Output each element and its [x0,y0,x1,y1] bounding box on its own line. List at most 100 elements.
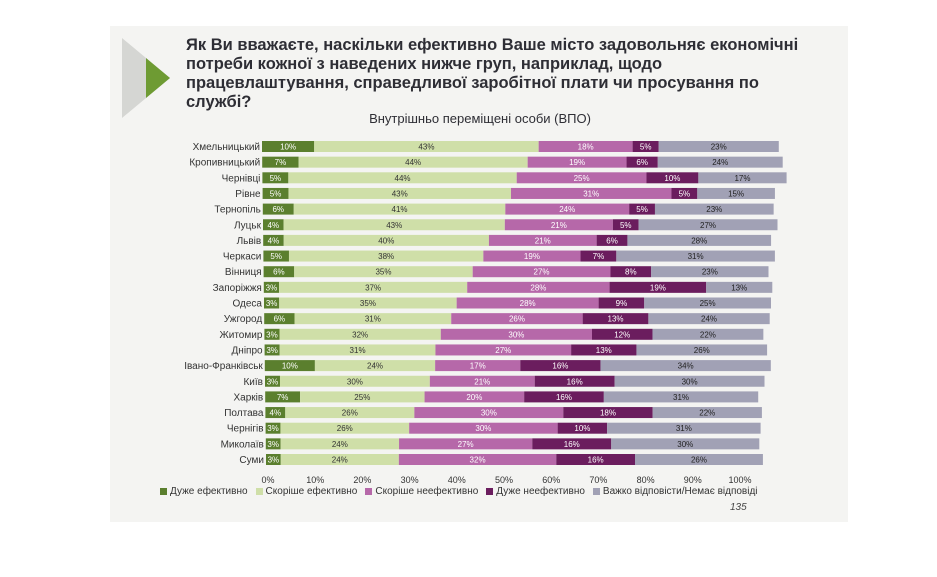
category-label: Луцьк [234,220,262,231]
bar-value-label: 24% [559,205,575,214]
bar-segment [264,297,280,309]
legend-item: Дуже ефективно [160,486,248,497]
bar-value-label: 5% [270,252,282,261]
category-label: Львів [237,236,262,247]
bar-segment [504,219,613,231]
bar-segment [263,266,295,278]
category-label: Миколаїв [221,439,264,450]
bar-value-label: 4% [268,221,280,230]
bar-value-label: 5% [620,221,632,230]
bar-segment [265,422,281,434]
bar-value-label: 24% [332,456,348,465]
bar-value-label: 35% [375,268,391,277]
bar-value-label: 8% [625,268,637,277]
bar-segment [414,407,564,419]
bar-segment [658,141,779,152]
legend-label: Дуже неефективно [496,486,585,497]
x-tick-label: 70% [589,475,607,485]
bar-value-label: 10% [280,143,296,152]
bar-value-label: 26% [342,409,358,418]
bar-value-label: 26% [691,456,707,465]
bar-value-label: 26% [509,315,525,324]
bar-value-label: 26% [694,346,710,355]
bar-segment [527,156,627,168]
bar-value-label: 34% [678,362,694,371]
bar-value-label: 43% [418,143,434,152]
bar-segment [280,438,400,450]
bar-segment [262,203,294,215]
bar-value-label: 6% [273,268,285,277]
bar-segment [265,391,301,403]
legend-swatch [160,487,167,495]
bar-segment [505,203,630,215]
bar-segment [611,438,760,450]
category-label: Хмельницький [193,142,260,153]
x-tick-label: 80% [637,475,655,485]
bar-value-label: 23% [711,143,727,152]
bar-value-label: 30% [347,377,363,386]
legend-swatch [255,487,263,495]
x-tick-label: 0% [261,475,274,485]
bar-segment [279,281,468,293]
category-label: Івано-Франківськ [184,361,263,372]
bar-value-label: 22% [700,330,716,339]
category-label: Дніпро [232,345,263,356]
bar-segment [429,375,535,387]
bar-value-label: 3% [266,346,278,355]
bar-value-label: 7% [593,252,605,261]
page-number: 135 [730,502,747,513]
chart-title: Внутрішньо переміщені особи (ВПО) [369,111,591,126]
bar-segment [516,172,647,184]
bar-value-label: 30% [481,409,497,418]
bar-segment [300,391,425,403]
bar-segment [435,344,572,356]
legend-item: Важко відповісти/Немає відповіді [592,486,758,497]
bar-segment [288,250,484,262]
bar-segment [538,141,633,152]
bar-value-label: 28% [530,283,546,292]
category-label: Одеса [232,299,262,310]
bar-segment [626,156,658,168]
bar-value-label: 5% [640,143,652,152]
bar-segment [652,328,764,340]
legend-item: Дуже неефективно [486,486,585,497]
arrow-right-icon [146,58,170,98]
bar-value-label: 24% [367,362,383,371]
bar-value-label: 3% [266,330,278,339]
x-tick-label: 90% [684,475,702,485]
bar-segment [612,219,639,231]
bar-segment [698,172,787,184]
bar-segment [293,203,506,215]
bar-value-label: 37% [365,283,381,292]
bar-segment [511,187,672,199]
bar-segment [651,266,769,278]
bar-value-label: 22% [699,409,715,418]
x-tick-label: 100% [728,475,751,485]
bar-segment [596,234,628,246]
bar-value-label: 15% [728,189,744,198]
bar-segment [283,234,489,246]
chart-legend: Дуже ефективно Скоріше ефективно Скоріше н… [160,486,820,497]
bar-value-label: 12% [614,330,630,339]
bar-segment [524,391,604,403]
bar-value-label: 28% [520,299,536,308]
bar-segment [451,313,583,325]
bar-segment [627,234,772,246]
category-label: Чернігів [227,424,264,435]
bar-value-label: 10% [664,174,680,183]
category-label: Чернівці [222,173,261,184]
bar-segment [294,266,473,278]
bar-value-label: 25% [700,299,716,308]
bar-value-label: 10% [282,362,298,371]
bar-segment [671,187,698,199]
bar-segment [456,297,599,309]
category-label: Житомир [220,330,263,341]
bar-segment [610,266,652,278]
bar-segment [556,454,635,465]
bar-value-label: 32% [470,456,486,465]
bar-segment [262,141,315,152]
survey-question: Як Ви вважаєте, наскільки ефективно Ваше… [186,36,799,111]
bar-segment [265,375,280,387]
bar-segment [266,454,281,465]
bar-value-label: 3% [267,424,279,433]
